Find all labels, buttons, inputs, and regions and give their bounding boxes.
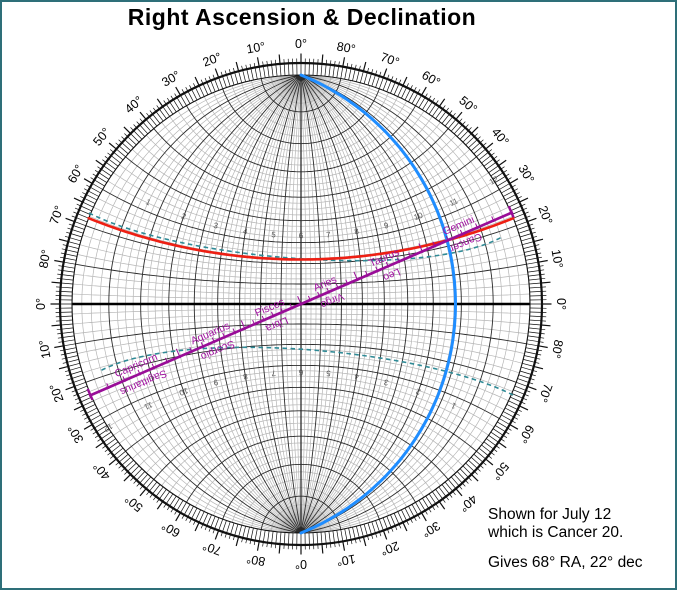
rim-degree-label: 20° bbox=[535, 204, 555, 227]
dec-answer-curve bbox=[87, 216, 515, 261]
rim-minor-ticks bbox=[55, 58, 547, 550]
rim-degree-label: 60° bbox=[65, 162, 87, 185]
example-annotation: Shown for July 12 which is Cancer 20. Gi… bbox=[488, 506, 643, 572]
ra-hour-label: 11 bbox=[142, 400, 154, 412]
rim-degree-label: 70° bbox=[201, 538, 224, 558]
ecliptic-end-tick bbox=[507, 205, 515, 218]
ra-hour-label: 2 bbox=[414, 386, 422, 396]
rim-degree-label: 30° bbox=[159, 68, 182, 90]
rim-degree-label: 40° bbox=[489, 125, 512, 148]
annotation-line-2: which is Cancer 20. bbox=[488, 523, 624, 541]
rim-degree-label: 10° bbox=[336, 552, 357, 569]
rim-degree-label: 10° bbox=[549, 248, 566, 269]
ra-hour-label: 9 bbox=[383, 221, 390, 231]
ra-hour-label: 2 bbox=[180, 211, 188, 221]
rim-degree-label: 60° bbox=[515, 422, 537, 445]
ra-hour-label: 6 bbox=[298, 368, 303, 377]
rim-degree-label: 0° bbox=[295, 557, 307, 571]
dashed-guide-lower bbox=[99, 346, 514, 396]
rim-degree-label: 30° bbox=[515, 162, 537, 185]
ra-hour-label: 9 bbox=[212, 377, 219, 387]
rim-degree-label: 50° bbox=[489, 459, 512, 482]
ra-hour-label: 7 bbox=[270, 369, 276, 378]
rim-degree-label: 20° bbox=[47, 382, 67, 405]
ra-hour-label: 11 bbox=[448, 196, 460, 208]
rim-degree-label: 30° bbox=[419, 518, 442, 540]
rim-degree-label: 70° bbox=[535, 382, 555, 405]
rim-degree-label: 50° bbox=[122, 492, 145, 515]
rim-degree-label: 70° bbox=[47, 204, 67, 227]
rim-degree-label: 0° bbox=[295, 37, 307, 51]
ra-hour-label: 10 bbox=[413, 211, 425, 223]
rim-degree-label: 80° bbox=[36, 248, 53, 269]
rim-degree-label: 50° bbox=[456, 93, 479, 116]
ra-hour-label: 7 bbox=[326, 230, 332, 239]
ra-hour-label: 10 bbox=[178, 386, 190, 398]
ra-hour-label: 8 bbox=[354, 227, 360, 237]
rim-degree-label: 30° bbox=[65, 422, 87, 445]
ra-hour-label: 1 bbox=[449, 401, 457, 411]
rim-degree-label: 10° bbox=[245, 39, 266, 56]
rim-comb-ticks bbox=[59, 62, 543, 546]
rim-major-ticks bbox=[50, 53, 552, 555]
rim-degree-label: 0° bbox=[554, 298, 568, 310]
rim-degree-label: 40° bbox=[456, 492, 479, 515]
rim-degree-label: 70° bbox=[379, 50, 402, 70]
rim-degree-label: 40° bbox=[90, 459, 113, 482]
ra-hour-label: 5 bbox=[271, 230, 277, 239]
rim-degree-label: 20° bbox=[201, 50, 224, 70]
ra-hour-label: 1 bbox=[144, 197, 152, 207]
rim-degree-label: 80° bbox=[245, 552, 266, 569]
ra-hour-label: 6 bbox=[299, 231, 304, 240]
ra-68-curve bbox=[299, 73, 458, 535]
annotation-line-1: Shown for July 12 bbox=[488, 506, 612, 523]
dec-22-curve bbox=[87, 216, 515, 261]
rim-degree-label: 60° bbox=[159, 518, 182, 540]
ra-hour-label: 4 bbox=[242, 227, 248, 237]
annotation-line-3: Gives 68° RA, 22° dec bbox=[488, 554, 643, 571]
ra-hour-label: 5 bbox=[325, 368, 331, 377]
rim-degree-label: 50° bbox=[90, 125, 113, 148]
ecliptic-end-tick bbox=[86, 388, 94, 401]
rim-degree-label: 20° bbox=[379, 538, 402, 558]
ecliptic-degree-ticks bbox=[106, 216, 495, 389]
rim-degree-label: 80° bbox=[549, 339, 566, 360]
ra-hour-label: 3 bbox=[213, 221, 220, 231]
rim-degree-label: 10° bbox=[36, 339, 53, 360]
rim-degree-label: 60° bbox=[419, 68, 442, 90]
ra-hour-label: 8 bbox=[242, 372, 248, 382]
rim-degree-label: 40° bbox=[122, 93, 145, 116]
ra-answer-curve bbox=[299, 73, 458, 535]
ra-hour-label: 3 bbox=[382, 377, 389, 387]
rim-degree-label: 0° bbox=[34, 298, 48, 310]
chart-title: Right Ascension & Declination bbox=[127, 4, 477, 30]
rim-degree-label: 80° bbox=[336, 39, 357, 56]
ra-hour-label: 4 bbox=[353, 372, 359, 382]
